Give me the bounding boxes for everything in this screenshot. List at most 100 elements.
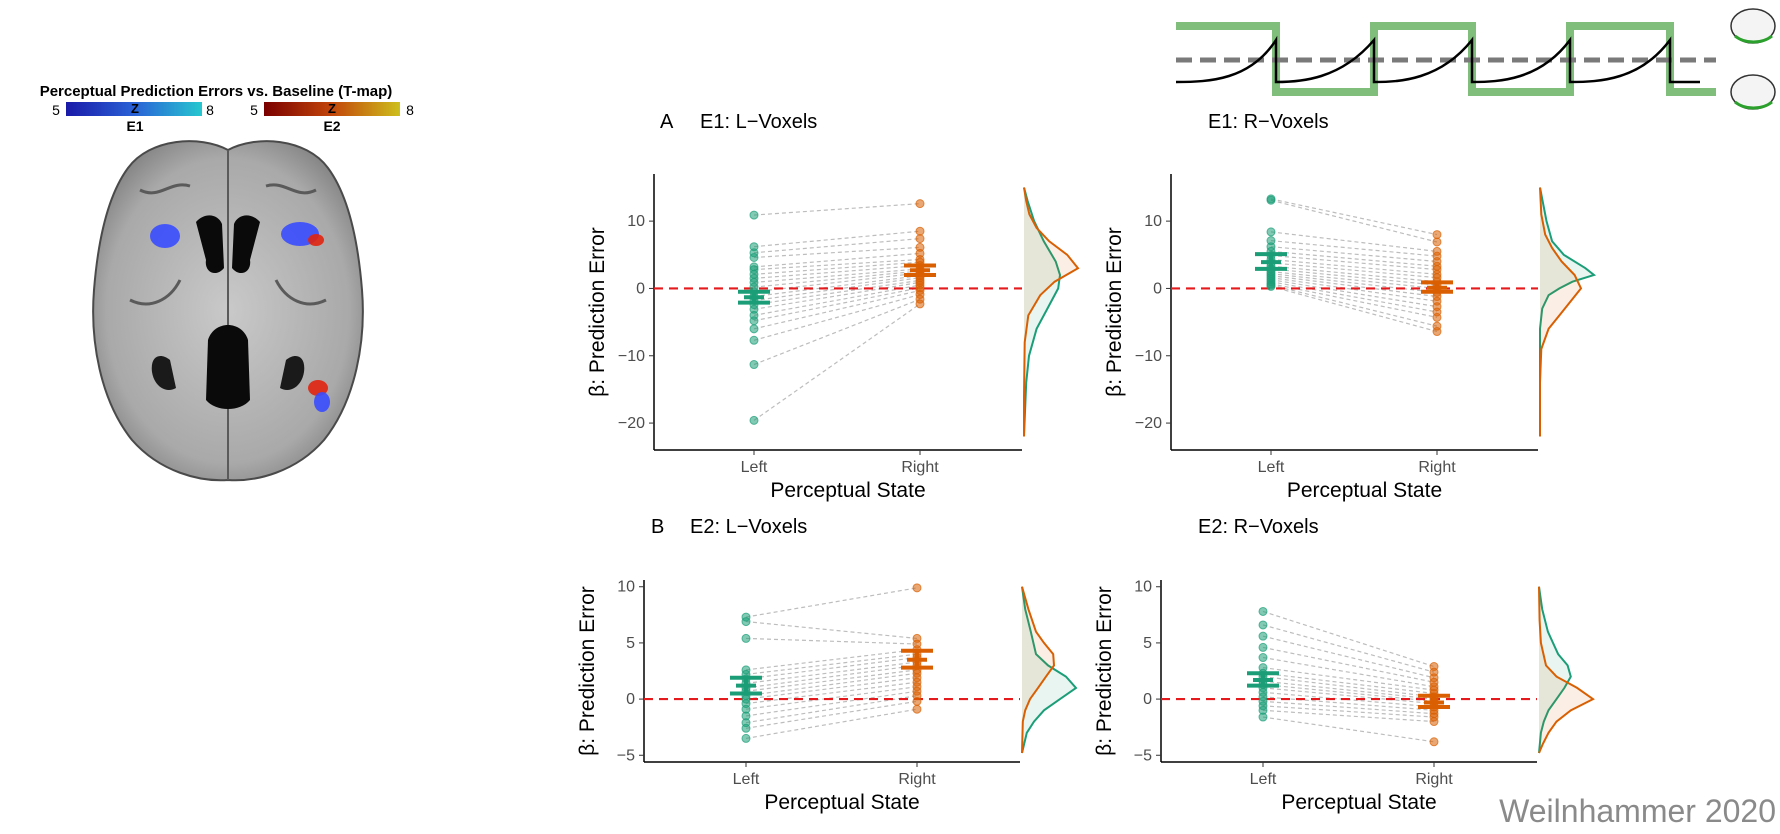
density-fill-left: [1022, 586, 1076, 754]
paired-subject-line: [753, 203, 921, 216]
data-point-right: [1432, 237, 1442, 247]
y-tick-label: −10: [618, 348, 645, 365]
paired-subject-line: [1262, 709, 1435, 723]
right-sulcus: [274, 279, 327, 306]
left-occipital-horn: [151, 356, 176, 391]
left-ventricle: [196, 215, 224, 274]
paired-subject-line: [745, 695, 918, 724]
data-point-right: [915, 234, 925, 244]
y-tick-label: −5: [617, 747, 635, 764]
y-tick-label: 10: [627, 213, 645, 230]
data-point-right: [1429, 717, 1439, 727]
scale-e2-colorbar: [264, 102, 400, 116]
data-point-right: [915, 199, 925, 209]
paired-subject-line: [753, 284, 921, 316]
y-tick-label: 0: [626, 691, 635, 708]
paired-subject-line: [753, 287, 921, 322]
rotation-arrow-icon: [1734, 100, 1773, 110]
density-curve-left: [1021, 586, 1078, 754]
data-point-left: [1266, 227, 1276, 237]
paired-subject-line: [1270, 281, 1438, 313]
data-point-left: [1258, 606, 1268, 616]
data-point-right: [1432, 230, 1442, 240]
density-fill-right: [1024, 187, 1078, 437]
paired-subject-line: [745, 656, 918, 680]
data-point-left: [749, 335, 759, 345]
scale-e2-label: E2: [323, 118, 340, 134]
x-axis-label: Perceptual State: [764, 791, 919, 814]
density-curve-right: [1539, 187, 1583, 437]
paired-subject-line: [753, 298, 921, 366]
density-curve-left: [1539, 187, 1597, 437]
data-point-right: [1432, 312, 1442, 322]
y-tick-label: 10: [1134, 579, 1152, 596]
chart-panel-3: B E2: L−Voxels −5 0 5 10 Left Right Perceptual S…: [576, 516, 1078, 814]
marginal-density: [1538, 586, 1595, 754]
scale-e1-mid: Z: [131, 101, 139, 116]
y-tick-label: 0: [636, 280, 645, 297]
data-point-left: [1258, 631, 1268, 641]
activation-blob-left-insula: [150, 224, 180, 248]
paired-subject-line: [1270, 271, 1438, 290]
data-point-left: [749, 415, 759, 425]
activation-blob-temporal-blue: [314, 392, 330, 412]
paired-subject-line: [753, 230, 921, 248]
paired-subject-line: [745, 637, 918, 645]
data-point-left: [1258, 712, 1268, 722]
density-fill-right: [1022, 586, 1054, 754]
data-point-right: [1429, 737, 1439, 747]
x-axis-label: Perceptual State: [1287, 479, 1442, 502]
paired-subject-line: [745, 700, 918, 729]
marginal-density: [1021, 586, 1078, 754]
charts-layer: A E1: L−Voxels −20 −10 0 10 Left Right Perceptua…: [576, 111, 1597, 814]
prediction-error-trace: [1175, 35, 1700, 84]
paired-subject-line: [753, 264, 921, 279]
rotation-arrow-icon: [1734, 34, 1773, 44]
paired-subject-line: [1270, 254, 1438, 271]
x-tick-label: Right: [901, 459, 939, 476]
scale-e1-colorbar: [66, 102, 202, 116]
data-point-right: [1432, 327, 1442, 337]
brain-axial-slice: [92, 140, 364, 482]
paired-subject-line: [1270, 199, 1438, 243]
chart-panel-4: E2: R−Voxels −5 0 5 10 Left Right Perceptual St…: [1093, 516, 1595, 814]
paired-subject-line: [1270, 198, 1438, 236]
scale-e2-max: 8: [406, 102, 414, 118]
paired-subject-line: [1270, 285, 1438, 333]
paired-subject-line: [745, 653, 918, 675]
marginal-density: [1023, 187, 1080, 437]
paired-subject-line: [745, 661, 918, 684]
y-tick-label: −20: [618, 415, 645, 432]
data-point-left: [1258, 620, 1268, 630]
paired-subject-line: [745, 681, 918, 705]
right-ventricle: [232, 215, 260, 274]
y-tick-label: −5: [1134, 747, 1152, 764]
paired-subject-line: [1262, 680, 1435, 700]
paired-subject-line: [745, 690, 918, 717]
paired-subject-line: [1262, 696, 1435, 711]
paired-subject-line: [753, 293, 921, 341]
chart-panel-1: A E1: L−Voxels −20 −10 0 10 Left Right Perceptua…: [586, 111, 1080, 502]
paired-subject-line: [745, 649, 918, 671]
paired-subject-line: [1262, 716, 1435, 743]
x-tick-label: Left: [1258, 459, 1285, 476]
marginal-density: [1539, 187, 1597, 437]
scale-e1-min: 5: [52, 102, 60, 118]
density-curve-right: [1023, 187, 1080, 437]
paired-subject-line: [1262, 624, 1435, 673]
data-point-left: [1258, 653, 1268, 663]
data-point-left: [749, 316, 759, 326]
data-point-left: [1266, 281, 1276, 291]
x-tick-label: Left: [1250, 771, 1277, 788]
frontal-sulcus-left: [139, 183, 191, 195]
y-axis-label: β: Prediction Error: [576, 586, 599, 756]
activation-blob-temporal-red: [308, 380, 328, 396]
scale-e2-mid: Z: [328, 101, 336, 116]
data-point-left: [749, 324, 759, 334]
data-point-left: [749, 360, 759, 370]
paired-subject-line: [1262, 705, 1435, 718]
y-tick-label: 0: [1153, 280, 1162, 297]
density-curve-right: [1021, 586, 1056, 754]
scale-e2-min: 5: [250, 102, 258, 118]
